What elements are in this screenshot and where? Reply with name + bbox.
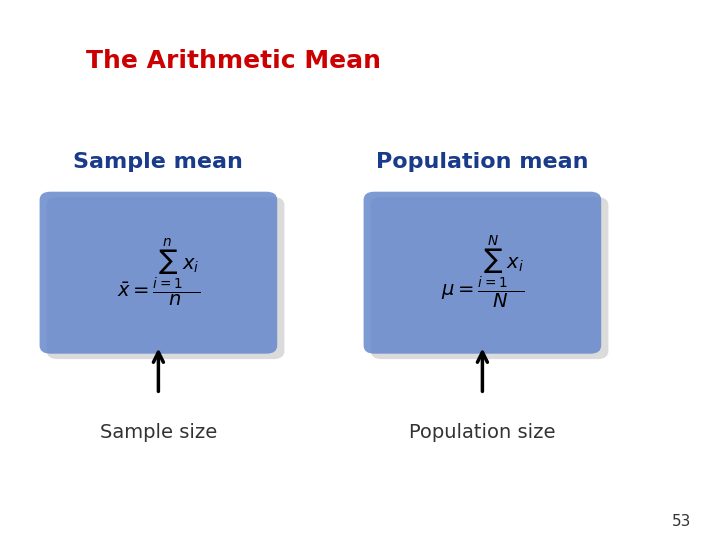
FancyBboxPatch shape — [47, 197, 284, 359]
FancyBboxPatch shape — [371, 197, 608, 359]
Text: Sample mean: Sample mean — [73, 152, 243, 172]
Text: Sample size: Sample size — [100, 422, 217, 442]
Text: The Arithmetic Mean: The Arithmetic Mean — [86, 49, 382, 72]
Text: Population size: Population size — [409, 422, 556, 442]
Text: $\bar{x}=\dfrac{\sum_{i=1}^{n}x_i}{n}$: $\bar{x}=\dfrac{\sum_{i=1}^{n}x_i}{n}$ — [117, 237, 200, 309]
Text: Population mean: Population mean — [376, 152, 589, 172]
FancyBboxPatch shape — [364, 192, 601, 354]
Text: $\mu=\dfrac{\sum_{i=1}^{N}x_i}{N}$: $\mu=\dfrac{\sum_{i=1}^{N}x_i}{N}$ — [441, 234, 524, 311]
FancyBboxPatch shape — [40, 192, 277, 354]
Text: 53: 53 — [672, 514, 691, 529]
